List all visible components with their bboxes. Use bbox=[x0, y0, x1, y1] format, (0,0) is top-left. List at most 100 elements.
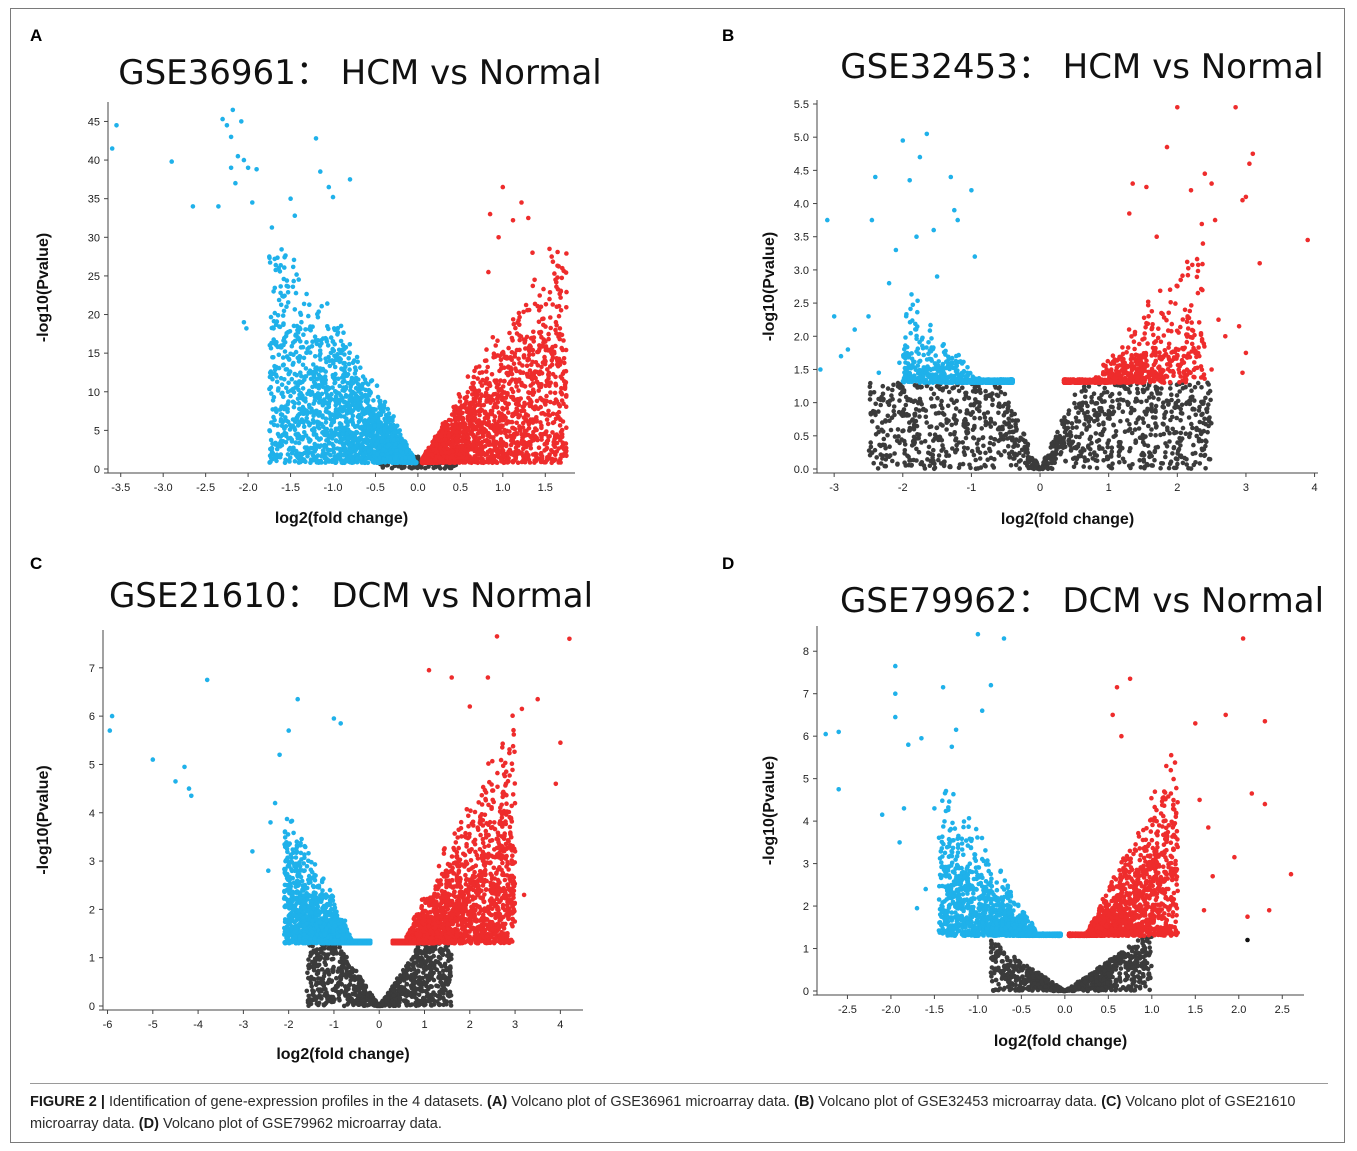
downregulated-gene-point bbox=[288, 196, 293, 201]
upregulated-gene-point bbox=[526, 401, 532, 407]
downregulated-gene-point bbox=[346, 419, 351, 425]
ns-gene-point bbox=[1135, 386, 1140, 392]
downregulated-gene-point bbox=[295, 454, 300, 460]
downregulated-gene-point bbox=[376, 419, 381, 424]
upregulated-gene-point bbox=[550, 302, 555, 307]
upregulated-gene-point bbox=[462, 460, 468, 465]
upregulated-gene-point bbox=[558, 359, 564, 364]
upregulated-gene-point bbox=[482, 428, 488, 433]
downregulated-gene-point bbox=[323, 460, 328, 465]
upregulated-gene-point bbox=[513, 432, 518, 437]
downregulated-gene-point bbox=[358, 365, 363, 371]
upregulated-gene-point bbox=[544, 393, 549, 399]
upregulated-gene-point bbox=[466, 444, 471, 449]
downregulated-gene-point bbox=[339, 460, 345, 465]
upregulated-gene-point bbox=[456, 414, 462, 419]
upregulated-gene-point bbox=[559, 398, 565, 403]
downregulated-gene-point bbox=[303, 327, 308, 332]
downregulated-gene-point bbox=[268, 314, 274, 320]
downregulated-gene-point bbox=[267, 428, 273, 434]
upregulated-gene-point bbox=[509, 335, 515, 341]
upregulated-gene-point bbox=[536, 388, 541, 393]
upregulated-gene-point bbox=[479, 439, 485, 445]
downregulated-gene-point bbox=[292, 307, 298, 312]
upregulated-gene-point bbox=[506, 456, 512, 461]
upregulated-gene-point bbox=[517, 337, 522, 343]
upregulated-gene-point bbox=[521, 309, 526, 315]
upregulated-gene-point bbox=[526, 432, 531, 438]
ns-gene-point bbox=[944, 427, 949, 432]
upregulated-gene-point bbox=[467, 459, 473, 464]
upregulated-gene-point bbox=[564, 305, 569, 310]
upregulated-gene-point bbox=[498, 378, 503, 383]
downregulated-gene-point bbox=[273, 262, 279, 268]
downregulated-gene-point bbox=[296, 387, 301, 393]
ns-gene-point bbox=[1063, 459, 1068, 464]
downregulated-gene-point bbox=[392, 429, 398, 435]
ns-gene-point bbox=[1087, 465, 1093, 470]
downregulated-gene-point bbox=[328, 396, 334, 401]
downregulated-gene-point bbox=[303, 374, 309, 379]
x-tick-label: -2.5 bbox=[196, 482, 215, 494]
downregulated-gene-point bbox=[326, 184, 332, 190]
upregulated-gene-point bbox=[516, 310, 522, 316]
upregulated-gene-point bbox=[547, 246, 552, 252]
upregulated-gene-point bbox=[548, 325, 553, 331]
downregulated-gene-point bbox=[311, 379, 317, 385]
downregulated-gene-point bbox=[375, 451, 380, 457]
downregulated-gene-point bbox=[382, 399, 388, 405]
downregulated-gene-point bbox=[296, 359, 302, 364]
upregulated-gene-point bbox=[516, 356, 521, 362]
upregulated-gene-point bbox=[492, 402, 498, 408]
upregulated-gene-point bbox=[513, 411, 519, 417]
upregulated-gene-point bbox=[555, 249, 560, 255]
upregulated-gene-point bbox=[485, 415, 490, 421]
upregulated-gene-point bbox=[559, 385, 564, 391]
upregulated-gene-point bbox=[461, 404, 466, 410]
downregulated-gene-point bbox=[307, 302, 312, 308]
upregulated-gene-point bbox=[498, 430, 504, 435]
downregulated-gene-point bbox=[267, 460, 272, 465]
downregulated-gene-point bbox=[293, 380, 298, 385]
upregulated-gene-point bbox=[558, 417, 563, 422]
downregulated-gene-point bbox=[312, 354, 318, 359]
upregulated-gene-point bbox=[531, 339, 536, 344]
upregulated-gene-point bbox=[456, 392, 462, 397]
downregulated-gene-point bbox=[301, 301, 307, 307]
ns-gene-point bbox=[1149, 391, 1154, 397]
panel-letter: B bbox=[722, 26, 735, 45]
ns-gene-point bbox=[983, 388, 988, 394]
downregulated-gene-point bbox=[307, 350, 313, 355]
ns-gene-point bbox=[1140, 439, 1146, 445]
x-tick-label: -0.5 bbox=[366, 482, 385, 494]
ns-gene-point bbox=[1171, 445, 1177, 451]
upregulated-gene-point bbox=[547, 290, 553, 295]
downregulated-gene-point bbox=[365, 460, 371, 466]
upregulated-gene-point bbox=[557, 336, 562, 342]
downregulated-gene-point bbox=[280, 439, 286, 444]
downregulated-gene-point bbox=[268, 437, 274, 443]
upregulated-gene-point bbox=[553, 452, 558, 458]
ns-gene-point bbox=[1169, 392, 1174, 398]
upregulated-gene-point bbox=[550, 371, 556, 377]
upregulated-gene-point bbox=[452, 425, 457, 431]
downregulated-gene-point bbox=[245, 165, 251, 171]
upregulated-gene-point bbox=[428, 458, 434, 464]
ns-gene-point bbox=[1187, 382, 1192, 388]
downregulated-gene-point bbox=[289, 343, 295, 349]
upregulated-gene-point bbox=[529, 373, 535, 378]
upregulated-gene-point bbox=[559, 275, 565, 281]
y-tick-label: 45 bbox=[88, 116, 100, 128]
upregulated-gene-point bbox=[557, 331, 563, 337]
downregulated-gene-point bbox=[300, 344, 306, 350]
upregulated-gene-point bbox=[456, 459, 462, 465]
y-axis-label: -log10(Pvalue) bbox=[35, 233, 52, 342]
downregulated-gene-point bbox=[392, 456, 398, 462]
downregulated-gene-point bbox=[268, 372, 274, 378]
downregulated-gene-point bbox=[275, 255, 280, 260]
upregulated-gene-point bbox=[542, 361, 548, 367]
downregulated-gene-point bbox=[345, 436, 351, 441]
downregulated-gene-point bbox=[274, 446, 280, 452]
downregulated-gene-point bbox=[228, 165, 234, 171]
downregulated-gene-point bbox=[311, 409, 317, 415]
